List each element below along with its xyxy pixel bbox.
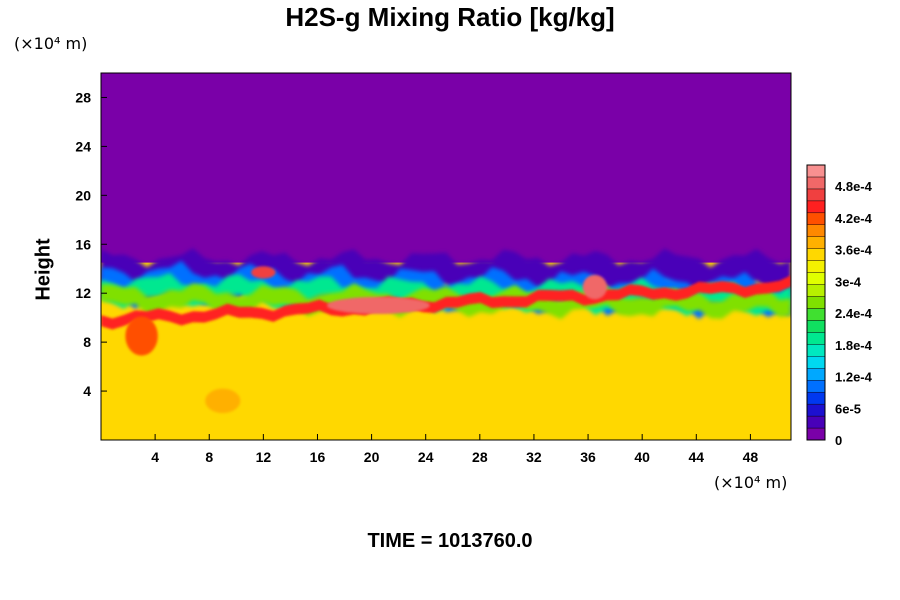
yellow-blob	[205, 388, 241, 414]
x-axis: 4 8 12 16 20 24 28 32 36 40 44 48	[151, 434, 758, 465]
y-axis: 4 8 12 16 20 24 28	[75, 89, 107, 399]
mix-band-red	[101, 275, 791, 330]
peak-blob-left	[251, 266, 276, 279]
colorbar-segment	[806, 332, 826, 345]
y-axis-unit: (×10⁴ m)	[14, 34, 88, 53]
colorbar-tick-label: 3e-4	[835, 274, 862, 289]
x-tick-label: 48	[743, 449, 759, 465]
y-tick-label: 16	[75, 236, 91, 252]
colorbar-segment	[806, 368, 826, 381]
colorbar-segment	[806, 212, 826, 225]
colorbar-segment	[806, 403, 826, 417]
y-tick-label: 20	[75, 187, 91, 203]
x-tick-label: 28	[472, 449, 488, 465]
colorbar-frame	[806, 164, 826, 441]
colorbar-segment	[806, 272, 826, 285]
colorbar-segment	[806, 236, 826, 249]
colorbar-segment	[806, 320, 826, 333]
peak-blob-center	[326, 296, 430, 314]
colorbar-segment	[806, 164, 826, 178]
colorbar-segment	[806, 260, 826, 273]
colorbar-tick-label: 4.8e-4	[835, 179, 873, 194]
colorbar-segment	[806, 415, 826, 429]
x-tick-label: 32	[526, 449, 542, 465]
chart-title: H2S-g Mixing Ratio [kg/kg]	[285, 2, 615, 32]
colorbar-tick-label: 0	[835, 433, 842, 448]
y-tick-label: 28	[75, 89, 91, 105]
x-tick-label: 36	[580, 449, 596, 465]
y-tick-label: 24	[75, 138, 91, 154]
colorbar-tick-label: 1.8e-4	[835, 338, 873, 353]
colorbar-segment	[806, 308, 826, 321]
x-axis-unit: (×10⁴ m)	[714, 473, 788, 492]
colorbar-tick-label: 2.4e-4	[835, 306, 873, 321]
colorbar-tick-label: 4.2e-4	[835, 211, 873, 226]
x-tick-label: 20	[364, 449, 380, 465]
colorbar-segment	[806, 427, 826, 441]
colorbar: 0 6e-5 1.2e-4 1.8e-4 2.4e-4 3e-4 3.6e-4 4.2e-4 4…	[806, 164, 873, 448]
colorbar-segment	[806, 296, 826, 309]
x-tick-label: 44	[689, 449, 705, 465]
y-tick-label: 8	[83, 334, 91, 350]
y-tick-label: 4	[83, 383, 91, 399]
colorbar-segment	[806, 188, 826, 202]
x-tick-label: 12	[256, 449, 272, 465]
field-layer	[101, 73, 791, 440]
time-label: TIME = 1013760.0	[367, 530, 533, 552]
colorbar-segment	[806, 380, 826, 393]
orange-edge-blob	[125, 316, 158, 356]
colorbar-segment	[806, 224, 826, 237]
colorbar-segment	[806, 356, 826, 369]
x-tick-label: 16	[310, 449, 326, 465]
y-tick-label: 12	[75, 285, 91, 301]
x-tick-label: 40	[634, 449, 650, 465]
colorbar-segment	[806, 344, 826, 357]
colorbar-segment	[806, 284, 826, 297]
colorbar-tick-label: 1.2e-4	[835, 370, 873, 385]
colorbar-segment	[806, 176, 826, 190]
colorbar-tick-label: 3.6e-4	[835, 243, 873, 258]
x-tick-label: 4	[151, 449, 159, 465]
plot-frame	[100, 72, 792, 441]
peak-blob-right	[582, 274, 608, 300]
colorbar-segment	[806, 200, 826, 214]
x-tick-label: 24	[418, 449, 434, 465]
colorbar-segment	[806, 391, 826, 405]
x-tick-label: 8	[205, 449, 213, 465]
colorbar-tick-label: 6e-5	[835, 401, 861, 416]
colorbar-segment	[806, 248, 826, 261]
